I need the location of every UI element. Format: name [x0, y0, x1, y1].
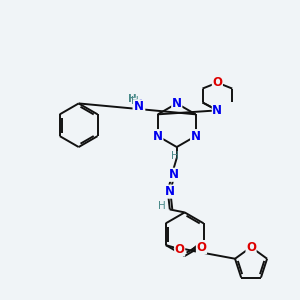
- Text: O: O: [212, 76, 222, 89]
- Text: N: N: [190, 130, 201, 142]
- Text: H: H: [171, 151, 178, 161]
- Text: O: O: [196, 241, 206, 254]
- Text: N: N: [212, 104, 222, 117]
- Text: H: H: [128, 94, 136, 104]
- Text: N: N: [172, 97, 182, 110]
- Text: N: N: [133, 98, 143, 111]
- Text: O: O: [246, 241, 256, 254]
- Text: N: N: [134, 100, 144, 113]
- Text: H: H: [158, 202, 166, 212]
- Text: N: N: [165, 185, 175, 198]
- Text: N: N: [169, 168, 179, 181]
- Text: N: N: [153, 130, 163, 142]
- Text: O: O: [175, 243, 185, 256]
- Text: H: H: [131, 96, 139, 106]
